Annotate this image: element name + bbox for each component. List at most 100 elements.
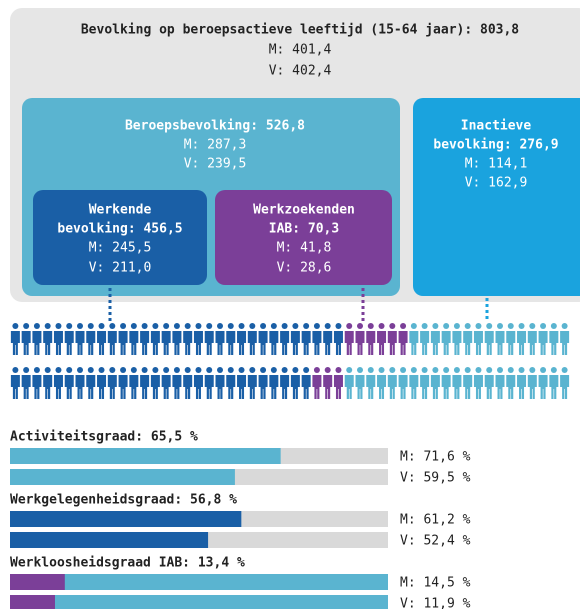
person-head — [130, 323, 137, 329]
person-body — [75, 331, 85, 355]
person-head — [98, 323, 105, 329]
person-head — [540, 323, 547, 329]
person-head — [400, 323, 407, 329]
person-head — [540, 367, 547, 373]
person-body — [549, 375, 559, 399]
person-head — [109, 367, 116, 373]
person-body — [495, 375, 505, 399]
person-body — [377, 375, 387, 399]
person-head — [561, 323, 568, 329]
labor-force-m: M: 287,3 — [184, 138, 247, 153]
person-body — [323, 375, 333, 399]
person-body — [10, 375, 20, 399]
person-head — [12, 367, 19, 373]
bar — [10, 511, 242, 527]
labor-force-v: V: 239,5 — [184, 157, 247, 172]
inactive-m: M: 114,1 — [465, 157, 528, 172]
person-body — [377, 331, 387, 355]
person-body — [538, 375, 548, 399]
person-head — [464, 323, 471, 329]
person-head — [421, 367, 428, 373]
person-body — [333, 375, 343, 399]
person-head — [109, 323, 116, 329]
person-body — [247, 331, 257, 355]
person-head — [66, 323, 73, 329]
employed-box — [33, 190, 207, 285]
person-head — [87, 367, 94, 373]
person-body — [53, 331, 63, 355]
person-head — [184, 367, 191, 373]
person-body — [204, 375, 214, 399]
person-head — [227, 367, 234, 373]
person-body — [183, 331, 193, 355]
person-body — [129, 331, 139, 355]
bar-label: M: 14,5 % — [400, 576, 471, 591]
person-body — [420, 331, 430, 355]
person-body — [215, 331, 225, 355]
jobseekers-title: IAB: 70,3 — [269, 222, 339, 237]
person-head — [152, 323, 159, 329]
person-head — [550, 367, 557, 373]
inactive-title: Inactieve — [461, 119, 532, 134]
person-body — [301, 375, 311, 399]
person-body — [118, 375, 128, 399]
person-body — [463, 331, 473, 355]
person-body — [517, 331, 527, 355]
person-body — [506, 375, 516, 399]
person-head — [270, 367, 277, 373]
person-body — [538, 331, 548, 355]
bar — [10, 595, 55, 609]
person-body — [193, 331, 203, 355]
person-body — [161, 375, 171, 399]
employed-title: Werkende — [89, 203, 152, 218]
person-head — [389, 367, 396, 373]
person-body — [269, 375, 279, 399]
person-body — [387, 375, 397, 399]
bar-label: V: 11,9 % — [400, 597, 471, 609]
person-body — [484, 331, 494, 355]
person-head — [346, 367, 353, 373]
person-head — [313, 367, 320, 373]
person-head — [410, 367, 417, 373]
person-head — [195, 367, 202, 373]
person-head — [550, 323, 557, 329]
person-head — [497, 323, 503, 329]
person-body — [398, 331, 408, 355]
person-head — [507, 323, 514, 329]
person-body — [301, 331, 311, 355]
person-body — [527, 375, 537, 399]
person-head — [281, 323, 288, 329]
person-body — [172, 375, 182, 399]
person-body — [280, 375, 290, 399]
person-body — [333, 331, 343, 355]
bar-label: V: 52,4 % — [400, 534, 471, 549]
person-head — [270, 323, 277, 329]
employed-m: M: 245,5 — [89, 241, 152, 256]
person-body — [560, 375, 570, 399]
indicator-title: Werkloosheidsgraad IAB: 13,4 % — [10, 556, 245, 571]
person-body — [549, 331, 559, 355]
person-head — [464, 367, 471, 373]
indicator-title: Activiteitsgraad: 65,5 % — [10, 430, 198, 445]
person-head — [206, 367, 213, 373]
bar — [10, 532, 209, 548]
person-head — [130, 367, 137, 373]
person-body — [258, 375, 268, 399]
person-body — [140, 331, 150, 355]
person-head — [410, 323, 417, 329]
person-head — [507, 367, 514, 373]
person-body — [172, 331, 182, 355]
person-head — [152, 367, 159, 373]
person-body — [441, 331, 451, 355]
person-head — [77, 323, 83, 329]
person-body — [344, 331, 354, 355]
person-head — [453, 323, 460, 329]
jobseekers-title: Werkzoekenden — [253, 203, 355, 218]
person-head — [66, 367, 73, 373]
person-body — [323, 331, 333, 355]
inactive-v: V: 162,9 — [465, 176, 528, 191]
person-head — [55, 323, 62, 329]
person-head — [324, 367, 331, 373]
person-body — [366, 375, 376, 399]
person-head — [346, 323, 353, 329]
